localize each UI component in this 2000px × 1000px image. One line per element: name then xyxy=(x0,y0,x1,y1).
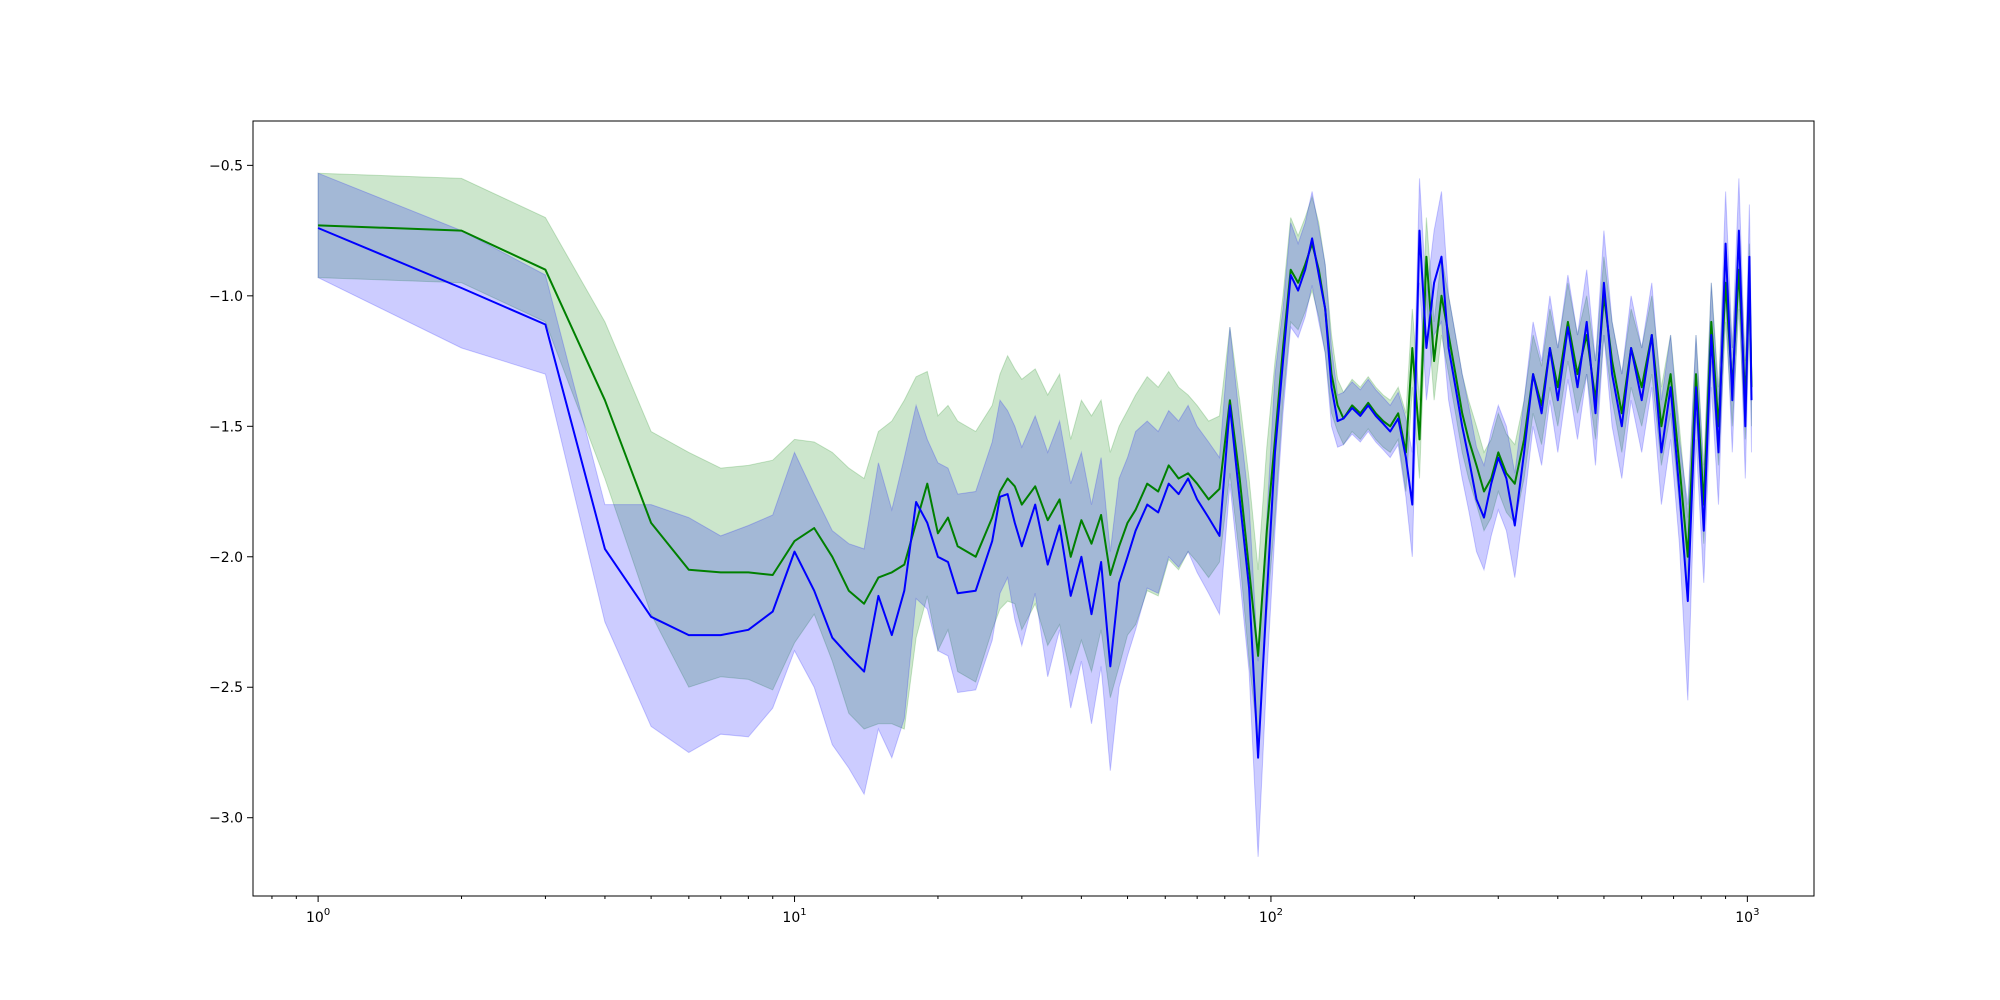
y-tick-label: −1.5 xyxy=(209,419,243,435)
series-2-band xyxy=(317,172,1752,857)
x-tick-label: 100 xyxy=(306,907,330,926)
y-tick-label: −1.0 xyxy=(209,289,243,305)
x-tick-label: 102 xyxy=(1259,907,1283,926)
y-tick-label: −2.5 xyxy=(209,680,243,696)
x-axis: 100 101 102 103 xyxy=(271,896,1759,926)
x-tick-label: 101 xyxy=(782,907,806,926)
confidence-bands xyxy=(317,172,1752,857)
y-tick-label: −0.5 xyxy=(209,158,243,174)
plot-frame xyxy=(252,120,1815,897)
x-tick-label: 103 xyxy=(1735,907,1759,926)
series-lines xyxy=(317,224,1753,759)
series-2-line xyxy=(317,227,1753,759)
series-1-band xyxy=(317,172,1752,743)
y-tick-label: −3.0 xyxy=(209,811,243,827)
y-axis: −0.5 −1.0 −1.5 −2.0 −2.5 −3.0 xyxy=(209,158,253,827)
y-tick-label: −2.0 xyxy=(209,550,243,566)
